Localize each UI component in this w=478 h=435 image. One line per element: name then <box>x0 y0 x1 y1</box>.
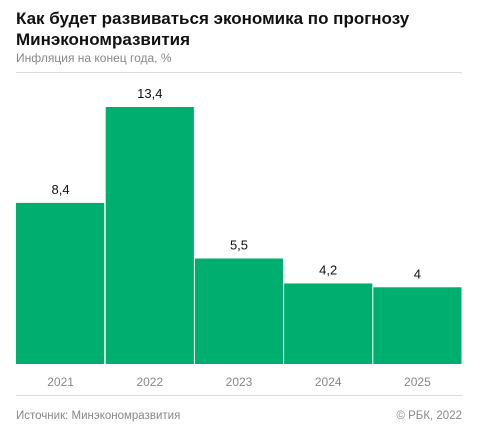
value-label-2023: 5,5 <box>230 238 248 253</box>
bottom-divider <box>16 395 462 396</box>
value-label-2025: 4 <box>414 266 421 281</box>
chart-title: Как будет развиваться экономика по прогн… <box>16 9 410 49</box>
copyright-note: © РБК, 2022 <box>396 410 462 422</box>
chart-subtitle: Инфляция на конец года, % <box>16 51 172 65</box>
bar-2024 <box>284 283 373 364</box>
x-tick-label-2024: 2024 <box>315 375 342 389</box>
value-label-2022: 13,4 <box>137 86 162 101</box>
bar-2021 <box>16 202 105 364</box>
top-divider <box>16 72 462 73</box>
x-tick-label-2025: 2025 <box>404 375 431 389</box>
source-note: Источник: Минэкономразвития <box>16 410 181 422</box>
value-label-2021: 8,4 <box>52 182 70 197</box>
bar-2023 <box>194 258 284 364</box>
bar-2025 <box>373 287 462 364</box>
value-label-2024: 4,2 <box>319 262 337 277</box>
x-tick-label-2023: 2023 <box>226 375 253 389</box>
x-tick-label-2021: 2021 <box>47 375 74 389</box>
bar-2022 <box>105 107 194 364</box>
x-tick-label-2022: 2022 <box>136 375 163 389</box>
